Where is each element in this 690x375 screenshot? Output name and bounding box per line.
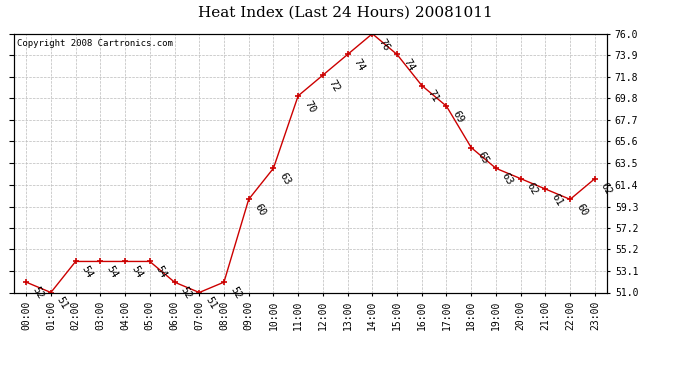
Text: 71: 71: [426, 88, 441, 104]
Text: 74: 74: [401, 57, 416, 73]
Text: 51: 51: [55, 295, 70, 311]
Text: 62: 62: [525, 182, 540, 197]
Text: 52: 52: [179, 285, 194, 301]
Text: 54: 54: [80, 264, 95, 280]
Text: 51: 51: [204, 295, 218, 311]
Text: 54: 54: [129, 264, 144, 280]
Text: 69: 69: [451, 109, 466, 125]
Text: 62: 62: [599, 182, 614, 197]
Text: 65: 65: [475, 150, 491, 166]
Text: 54: 54: [154, 264, 169, 280]
Text: 70: 70: [302, 99, 317, 114]
Text: Copyright 2008 Cartronics.com: Copyright 2008 Cartronics.com: [17, 39, 172, 48]
Text: 63: 63: [277, 171, 293, 187]
Text: 72: 72: [327, 78, 342, 94]
Text: 52: 52: [228, 285, 243, 301]
Text: 61: 61: [549, 192, 564, 208]
Text: 52: 52: [30, 285, 46, 301]
Text: 63: 63: [500, 171, 515, 187]
Text: 60: 60: [253, 202, 268, 218]
Text: 74: 74: [352, 57, 366, 73]
Text: 76: 76: [377, 36, 391, 52]
Text: Heat Index (Last 24 Hours) 20081011: Heat Index (Last 24 Hours) 20081011: [197, 6, 493, 20]
Text: 60: 60: [574, 202, 589, 218]
Text: 54: 54: [104, 264, 119, 280]
